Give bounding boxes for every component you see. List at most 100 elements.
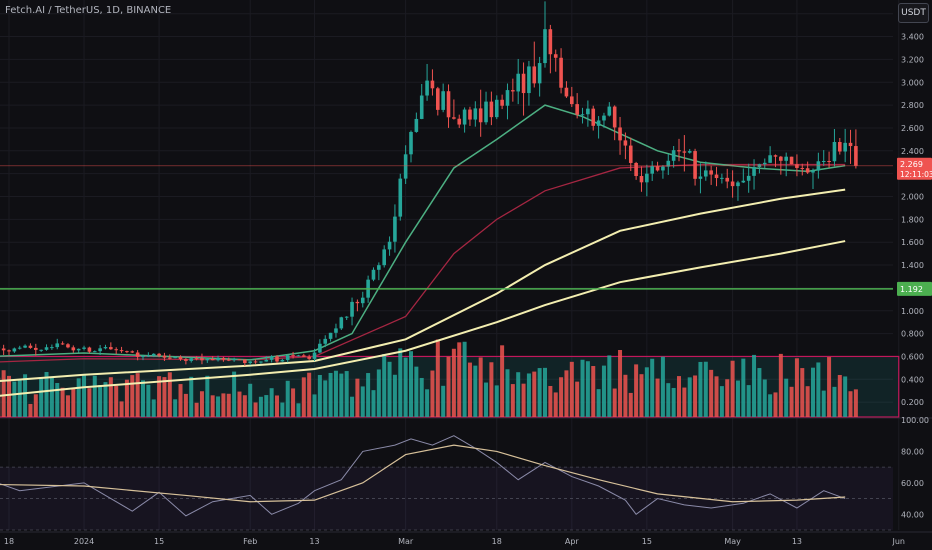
candle-body: [243, 359, 247, 364]
candle-body: [360, 297, 365, 304]
volume-bar: [601, 365, 606, 417]
candle-body: [328, 332, 333, 339]
price-tick-label: 2.800: [901, 101, 924, 110]
rsi-tick-label: 40.00: [901, 510, 924, 519]
volume-bar: [752, 354, 757, 417]
candle-body: [768, 155, 772, 163]
candle-body: [285, 355, 290, 360]
candle-body: [580, 114, 585, 116]
volume-bar: [634, 364, 639, 417]
price-tick-label: 0.800: [901, 330, 924, 339]
candle-body: [157, 353, 161, 356]
time-tick-label: May: [724, 537, 741, 546]
time-tick-label: Jun: [892, 537, 906, 546]
time-axis[interactable]: 18202415Feb13Mar18Apr15May13Jun17Jul15Au…: [0, 531, 932, 546]
volume-bar: [435, 339, 440, 417]
volume-bar: [301, 377, 306, 417]
volume-bar: [280, 402, 285, 417]
candle-body: [430, 80, 435, 89]
candle-body: [302, 355, 306, 357]
volume-bar: [103, 382, 108, 417]
volume-bar: [403, 357, 408, 417]
candle-body: [698, 176, 703, 179]
candle-body: [666, 160, 671, 167]
volume-bar: [682, 387, 687, 417]
volume-bar: [768, 394, 773, 417]
volume-bar: [441, 385, 446, 417]
candle-body: [553, 54, 558, 58]
volume-bar: [39, 377, 44, 417]
candle-body: [521, 73, 526, 94]
volume-bar: [762, 379, 767, 417]
volume-bar: [317, 374, 322, 417]
candle-body: [221, 357, 226, 360]
candle-body: [339, 317, 344, 329]
volume-bar: [23, 374, 28, 417]
volume-bar: [773, 392, 778, 417]
candle-body: [178, 357, 183, 360]
candle-body: [516, 73, 520, 92]
volume-bar: [687, 377, 692, 417]
volume-bar: [607, 355, 612, 417]
candle-body: [446, 91, 451, 118]
candle-body: [671, 150, 676, 161]
volume-bar: [382, 354, 387, 417]
candle-body: [838, 141, 842, 152]
candle-body: [789, 156, 794, 165]
volume-bar: [360, 386, 365, 417]
volume-bar: [644, 367, 649, 417]
candle-body: [296, 355, 301, 357]
candle-body: [318, 343, 322, 353]
volume-bar: [484, 382, 489, 417]
candle-body: [746, 175, 751, 181]
candle-body: [66, 344, 70, 348]
volume-bar: [821, 390, 826, 417]
candle-body: [307, 356, 311, 359]
level-tag-value: 1.192: [900, 285, 923, 294]
candle-body: [141, 356, 145, 358]
volume-bar: [467, 362, 472, 417]
currency-button[interactable]: USDT: [898, 3, 929, 23]
volume-histogram: [0, 339, 858, 417]
volume-bar: [811, 367, 815, 417]
volume-bar: [623, 374, 628, 417]
moving-averages: [0, 104, 846, 397]
volume-bar: [650, 358, 655, 417]
volume-bar: [559, 377, 564, 417]
candle-body: [173, 357, 177, 359]
volume-bar: [183, 393, 188, 417]
candle-body: [44, 347, 49, 350]
candle-body: [752, 167, 756, 176]
price-tick-label: 3.400: [901, 33, 924, 42]
candle-body: [210, 359, 215, 361]
candle-body: [462, 109, 467, 125]
volume-bar: [387, 361, 392, 417]
countdown-timer: 12:11:03: [900, 170, 932, 179]
candlestick-series[interactable]: [0, 1, 858, 366]
candle-body: [135, 352, 140, 357]
candle-body: [505, 90, 510, 106]
candle-body: [76, 348, 81, 351]
candle-body: [269, 356, 274, 360]
volume-bar: [714, 376, 719, 417]
candle-body: [591, 108, 596, 126]
horizontal-levels[interactable]: [0, 165, 893, 290]
candle-body: [854, 146, 858, 166]
volume-bar: [451, 348, 456, 417]
price-axis[interactable]: 0.2000.4000.6000.8001.0001.2001.4001.600…: [901, 10, 929, 520]
volume-bar: [291, 388, 296, 417]
volume-bar: [275, 395, 279, 417]
candle-body: [607, 106, 612, 116]
ema-slow-line: [0, 188, 846, 383]
price-tick-label: 1.600: [901, 238, 924, 247]
rsi-pane: [0, 417, 932, 531]
time-tick-label: 2024: [74, 537, 94, 546]
time-tick-label: 18: [492, 537, 502, 546]
candle-body: [291, 355, 295, 357]
volume-bar: [757, 368, 762, 417]
time-tick-label: 13: [792, 537, 802, 546]
volume-bar: [141, 380, 145, 417]
time-tick-label: Apr: [565, 537, 580, 546]
candle-body: [146, 355, 151, 357]
